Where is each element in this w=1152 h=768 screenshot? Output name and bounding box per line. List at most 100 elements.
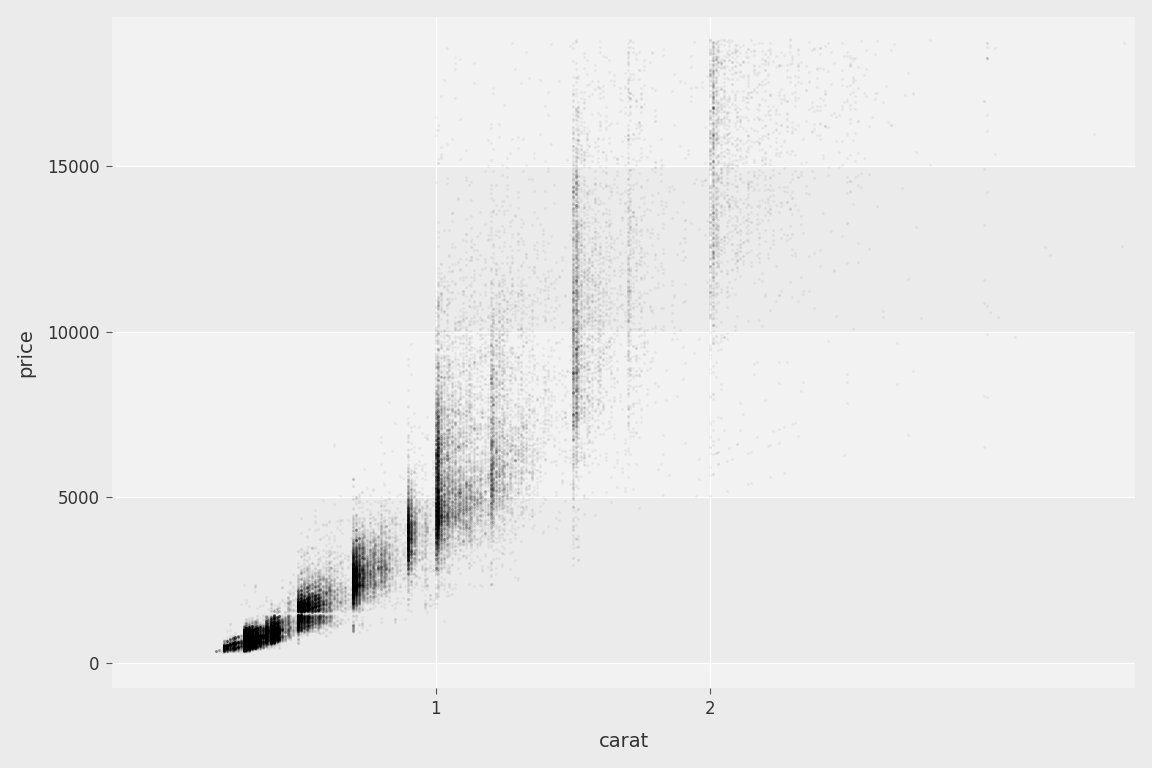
Point	[234, 631, 252, 643]
Point	[509, 492, 528, 504]
Point	[248, 617, 266, 630]
Point	[563, 372, 582, 385]
Point	[347, 574, 365, 586]
Point	[289, 621, 308, 633]
Point	[262, 627, 280, 639]
Point	[305, 586, 324, 598]
Point	[287, 617, 305, 630]
Point	[262, 629, 280, 641]
Point	[408, 507, 426, 519]
Point	[243, 629, 262, 641]
Point	[243, 638, 262, 650]
Point	[432, 511, 450, 524]
Point	[265, 623, 283, 635]
Point	[237, 641, 256, 654]
Point	[257, 627, 275, 640]
Point	[234, 631, 252, 643]
Point	[607, 185, 626, 197]
Point	[430, 506, 448, 518]
Point	[297, 592, 316, 604]
Point	[248, 623, 266, 635]
Point	[563, 258, 582, 270]
Point	[240, 633, 258, 645]
Point	[399, 516, 417, 528]
Point	[291, 588, 310, 600]
Point	[567, 238, 585, 250]
Point	[349, 587, 367, 599]
Point	[240, 643, 258, 655]
Point	[470, 510, 488, 522]
Point	[418, 498, 437, 510]
Point	[262, 631, 280, 644]
Point	[253, 632, 272, 644]
Point	[237, 631, 256, 643]
Point	[234, 640, 252, 652]
Point	[567, 260, 585, 273]
Point	[553, 394, 571, 406]
Point	[281, 622, 300, 634]
Point	[295, 604, 313, 616]
Point	[270, 634, 288, 646]
Point	[500, 476, 518, 488]
Point	[297, 604, 316, 616]
Point	[289, 615, 308, 627]
Point	[567, 328, 585, 340]
Point	[245, 630, 264, 642]
Point	[234, 640, 252, 652]
Point	[301, 602, 319, 614]
Point	[317, 614, 335, 626]
Point	[420, 562, 439, 574]
Point	[563, 87, 582, 99]
Point	[297, 615, 316, 627]
Point	[245, 637, 264, 650]
Point	[240, 638, 258, 650]
Point	[248, 636, 266, 648]
Point	[363, 543, 381, 555]
Point	[257, 633, 275, 645]
Point	[262, 618, 280, 631]
Point	[438, 504, 456, 516]
Point	[248, 634, 266, 646]
Point	[259, 621, 278, 633]
Point	[279, 628, 297, 641]
Point	[344, 554, 363, 567]
Point	[718, 161, 736, 173]
Point	[295, 598, 313, 610]
Point	[243, 635, 262, 647]
Point	[456, 423, 475, 435]
Point	[482, 436, 500, 449]
Point	[358, 568, 377, 580]
Point	[309, 617, 327, 629]
Point	[270, 624, 288, 636]
Point	[563, 162, 582, 174]
Point	[523, 432, 541, 444]
Point	[234, 644, 252, 656]
Point	[366, 548, 385, 560]
Point	[295, 589, 313, 601]
Point	[267, 632, 286, 644]
Point	[714, 61, 733, 73]
Point	[404, 568, 423, 581]
Point	[349, 598, 367, 610]
Point	[240, 638, 258, 650]
Point	[240, 635, 258, 647]
Point	[331, 591, 349, 604]
Point	[309, 598, 327, 610]
Point	[430, 510, 448, 522]
Point	[303, 576, 321, 588]
Point	[567, 278, 585, 290]
Point	[621, 74, 639, 86]
Point	[234, 638, 252, 650]
Point	[243, 633, 262, 645]
Point	[237, 633, 256, 645]
Point	[442, 512, 461, 525]
Point	[240, 633, 258, 645]
Point	[638, 388, 657, 400]
Point	[498, 435, 516, 447]
Point	[563, 349, 582, 362]
Point	[240, 637, 258, 649]
Point	[426, 434, 445, 446]
Point	[301, 580, 319, 592]
Point	[237, 639, 256, 651]
Point	[229, 641, 248, 654]
